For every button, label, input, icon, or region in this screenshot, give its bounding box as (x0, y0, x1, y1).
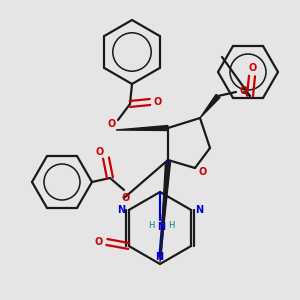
Polygon shape (200, 94, 220, 118)
Text: N: N (117, 205, 125, 215)
Text: O: O (154, 97, 162, 107)
Polygon shape (116, 125, 168, 130)
Text: O: O (96, 147, 104, 157)
Text: H: H (148, 221, 154, 230)
Text: O: O (240, 86, 248, 96)
Text: N: N (195, 205, 203, 215)
Text: O: O (108, 119, 116, 129)
Text: N: N (157, 222, 165, 232)
Polygon shape (160, 162, 170, 262)
Text: H: H (168, 221, 174, 230)
Text: N: N (155, 252, 163, 262)
Text: O: O (95, 237, 103, 247)
Text: O: O (122, 193, 130, 203)
Text: O: O (199, 167, 207, 177)
Text: O: O (249, 63, 257, 73)
